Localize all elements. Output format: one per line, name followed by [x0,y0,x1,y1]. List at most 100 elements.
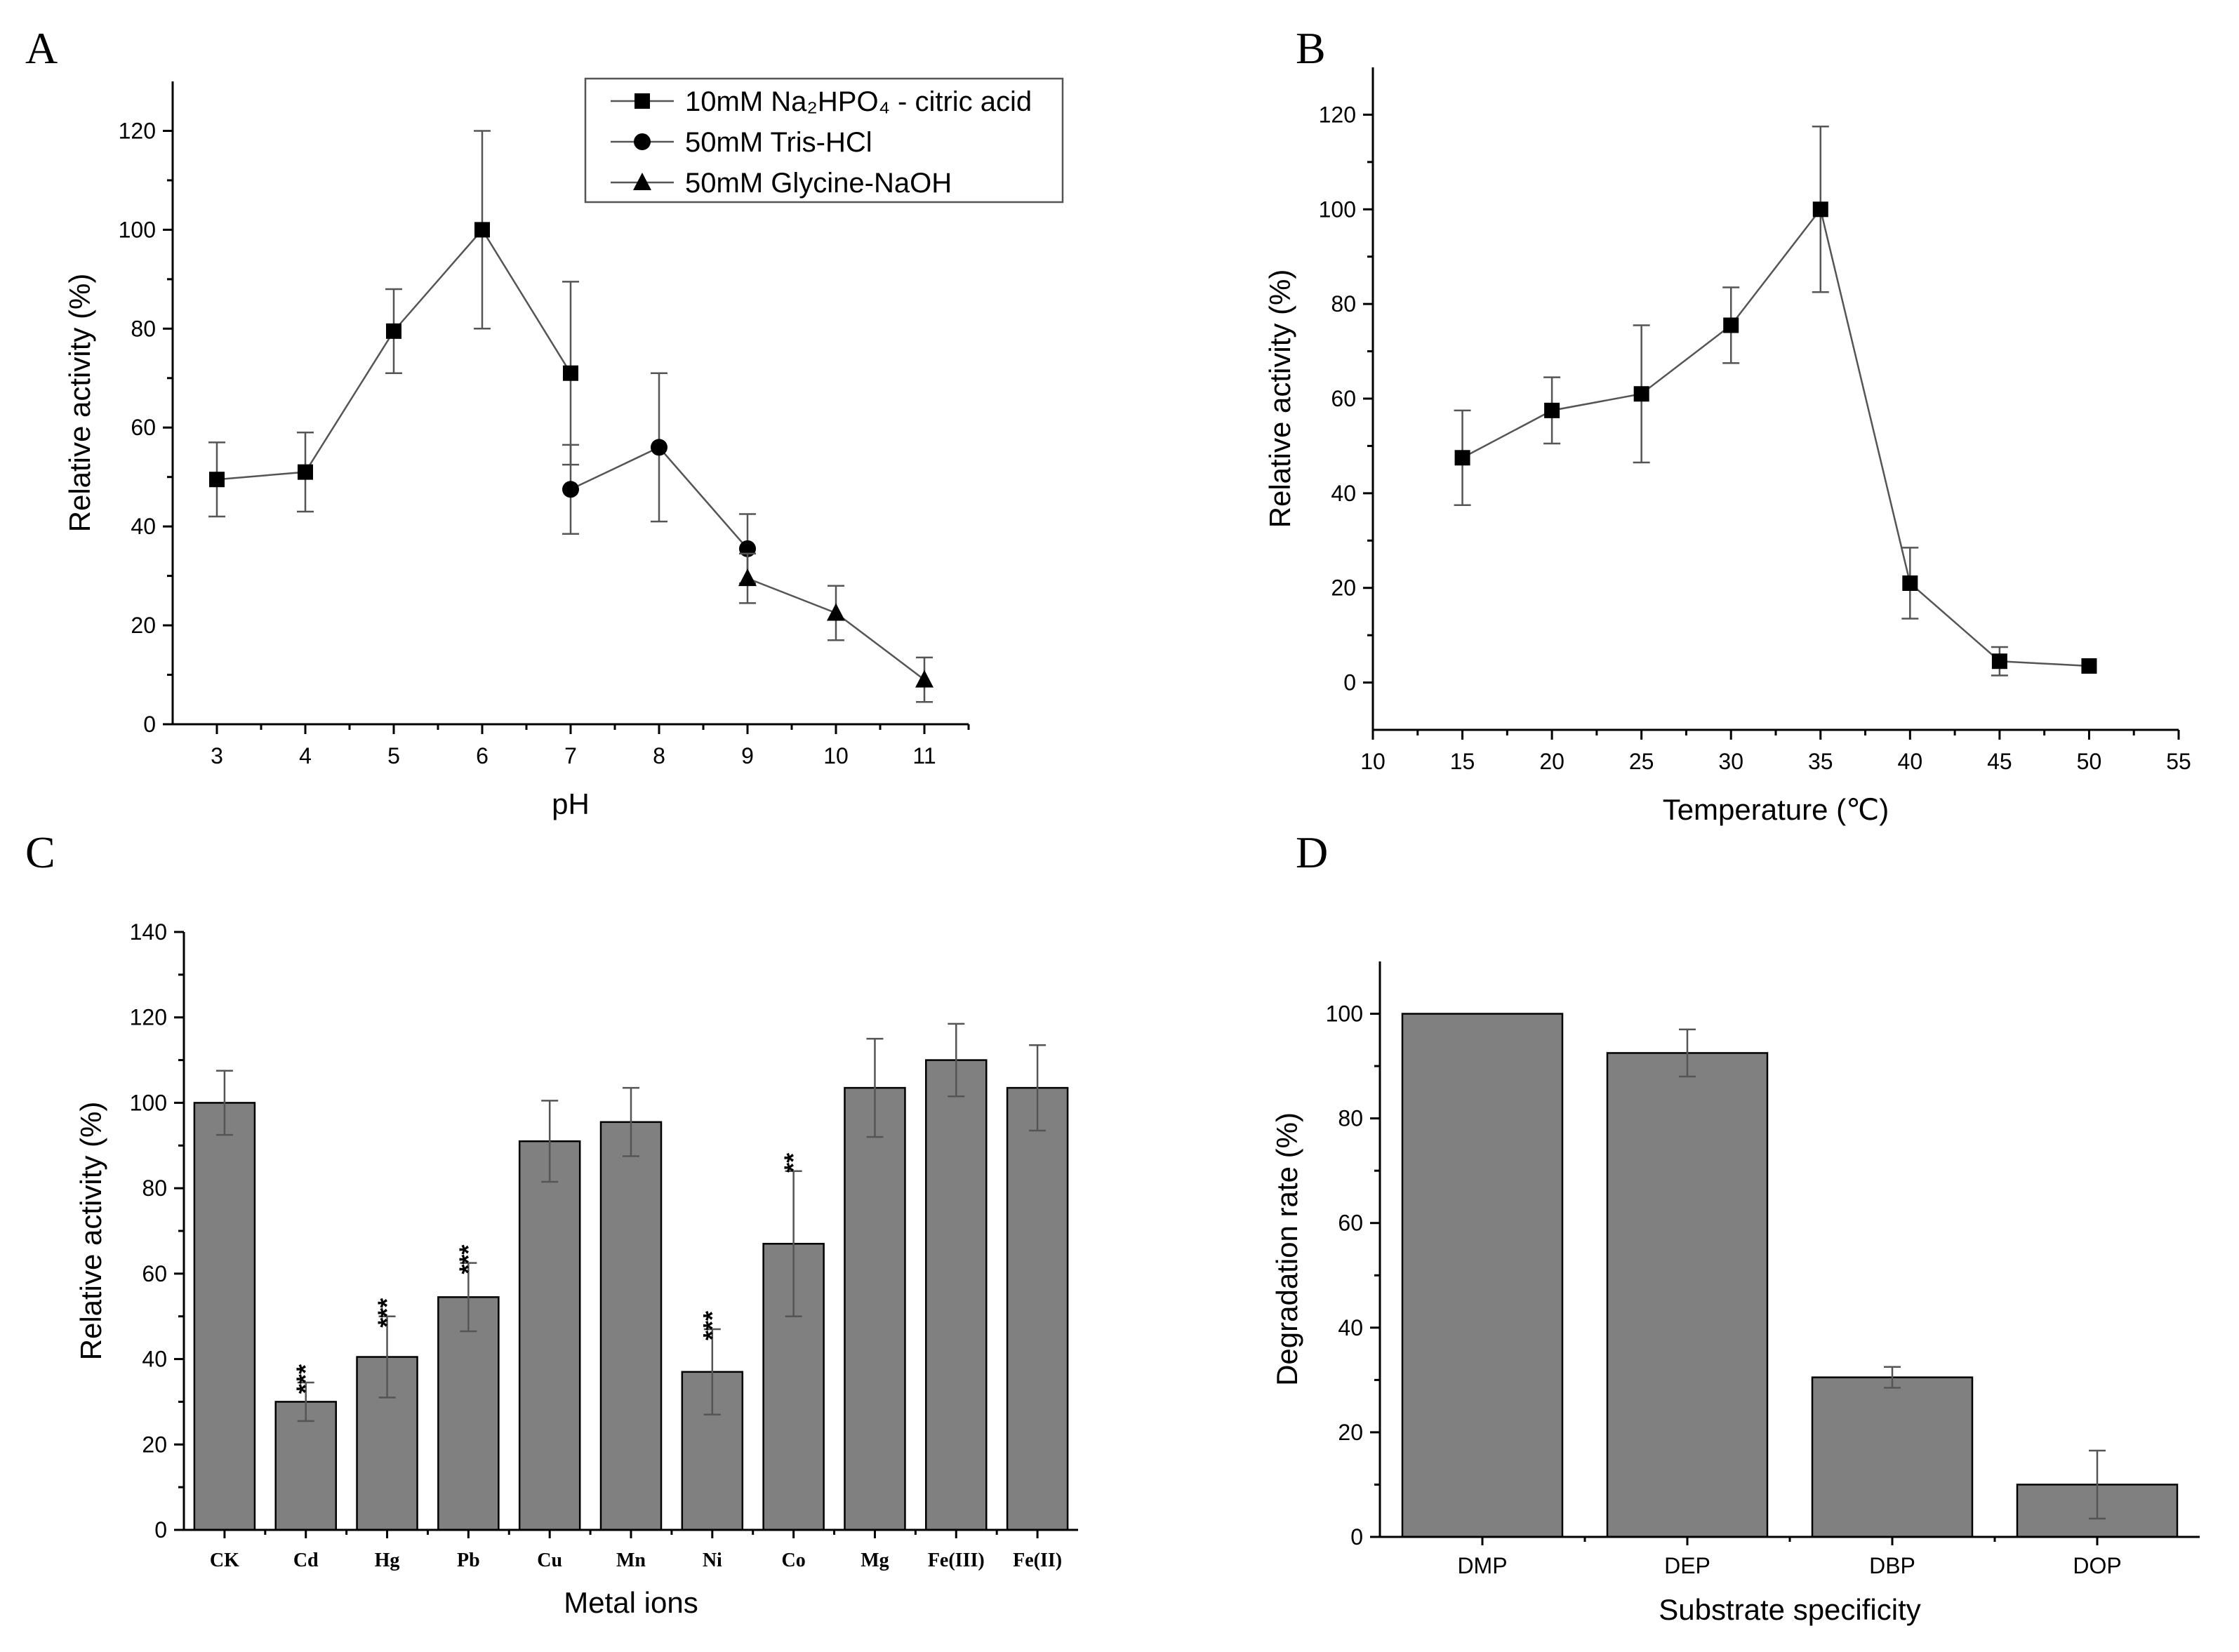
x-tick-label: Cd [293,1550,319,1571]
panel-letter-a: A [25,23,58,73]
data-point [1812,201,1828,218]
y-tick-label: 80 [1338,1106,1363,1131]
error-bar [460,1262,477,1333]
x-tick-label: 6 [476,743,489,768]
error-bar [215,1070,233,1136]
y-tick-label: 0 [143,712,156,737]
x-axis-title: pH [552,787,590,820]
chart-panel-a: 0 20 40 60 80 100 120 3 4 5 6 7 8 9 10 11 pH Relative act… [63,77,1064,820]
data-point [738,568,757,587]
x-tick-label: Cu [537,1550,562,1571]
data-point [915,670,934,688]
x-tick-label: Fe(III) [928,1550,985,1571]
y-tick-label: 20 [1338,1420,1363,1445]
error-bar [378,1315,396,1399]
data-point [1454,450,1470,466]
data-point [209,472,225,488]
error-bar [703,1328,721,1415]
data-point [563,365,578,381]
legend-swatch-marker [635,93,650,109]
significance-label: *** [373,1298,401,1328]
x-tick-label: 45 [1987,749,2012,774]
legend-box [584,77,1064,204]
bar [518,1140,581,1531]
data-point [386,323,401,339]
data-point [562,481,579,498]
data-point [827,603,845,621]
y-tick-label: 80 [1331,291,1356,317]
x-tick-label: 35 [1808,749,1833,774]
x-axis-title: Temperature (℃) [1663,793,1889,826]
y-tick-label: 120 [130,1005,167,1030]
x-tick-label: 3 [211,743,223,768]
x-tick-label: 9 [741,743,754,768]
x-tick-label: 5 [387,743,400,768]
significance-label: *** [291,1364,320,1394]
y-tick-label: 100 [1319,196,1356,222]
y-axis-title: Degradation rate (%) [1270,1112,1303,1386]
y-tick-label: 100 [130,1090,167,1115]
x-tick-label: 40 [1898,749,1923,774]
x-tick-label: 8 [653,743,665,768]
y-tick-label: 60 [142,1261,167,1286]
bar [1811,1376,1974,1538]
y-tick-label: 140 [130,919,167,945]
data-point [1723,317,1739,333]
error-bar [623,1086,639,1157]
y-axis-title: Relative activity (%) [63,274,96,533]
bar [844,1086,906,1531]
error-bar [1884,1366,1901,1389]
error-bar [541,1100,559,1183]
bar [599,1121,663,1531]
x-tick-label: DEP [1664,1553,1710,1578]
x-tick-label: Co [782,1550,806,1571]
chart-panel-d: 0 20 40 60 80 100 DMP DEP DBP DOP Substrate specif… [1270,961,2200,1626]
y-tick-label: 120 [119,118,156,143]
y-tick-label: 20 [1331,575,1356,601]
x-tick-label: 20 [1539,749,1564,774]
y-tick-label: 60 [131,415,156,440]
x-tick-label: Hg [375,1550,400,1571]
data-point [1902,575,1918,591]
significance-label: *** [698,1311,726,1340]
x-tick-label: 7 [564,743,577,768]
y-tick-label: 20 [131,613,156,638]
data-point [2081,658,2097,674]
x-tick-label: Ni [703,1550,722,1571]
bar [925,1059,988,1531]
x-tick-label: 10 [823,743,849,768]
x-tick-label: DMP [1457,1553,1507,1578]
error-bar [1679,1028,1696,1078]
error-bar [297,1381,314,1423]
y-tick-label: 20 [142,1432,167,1457]
y-tick-label: 60 [1331,386,1356,411]
x-tick-label: Fe(II) [1013,1550,1062,1571]
x-tick-label: Mg [861,1550,889,1571]
x-tick-label: 4 [299,743,312,768]
y-tick-label: 40 [131,514,156,539]
chart-panel-b: 0 20 40 60 80 100 120 10 15 20 25 30 35 40 45 50 55 Tempe… [1263,67,2191,826]
x-tick-label: 50 [2077,749,2102,774]
data-point [1991,653,2007,670]
legend-entry: 10mM Na₂HPO₄ - citric acid [685,86,1032,117]
y-tick-label: 0 [1350,1524,1363,1550]
y-tick-label: 40 [1331,481,1356,506]
significance-label: ** [779,1153,808,1173]
bar [193,1102,256,1531]
y-axis-title: Relative activity (%) [74,1102,107,1361]
data-point [1544,402,1560,418]
x-tick-label: DBP [1869,1553,1915,1578]
panel-letter-d: D [1296,827,1328,877]
y-tick-label: 100 [119,217,156,242]
legend-entry: 50mM Glycine-NaOH [685,168,952,199]
x-tick-label: 11 [912,743,936,768]
y-tick-label: 40 [1338,1315,1363,1340]
x-tick-label: 55 [2166,749,2191,774]
series-line [1461,207,2089,667]
error-bar [948,1022,965,1098]
data-point [1633,386,1649,402]
x-tick-label: DOP [2073,1553,2121,1578]
legend-swatch-marker [633,173,651,190]
